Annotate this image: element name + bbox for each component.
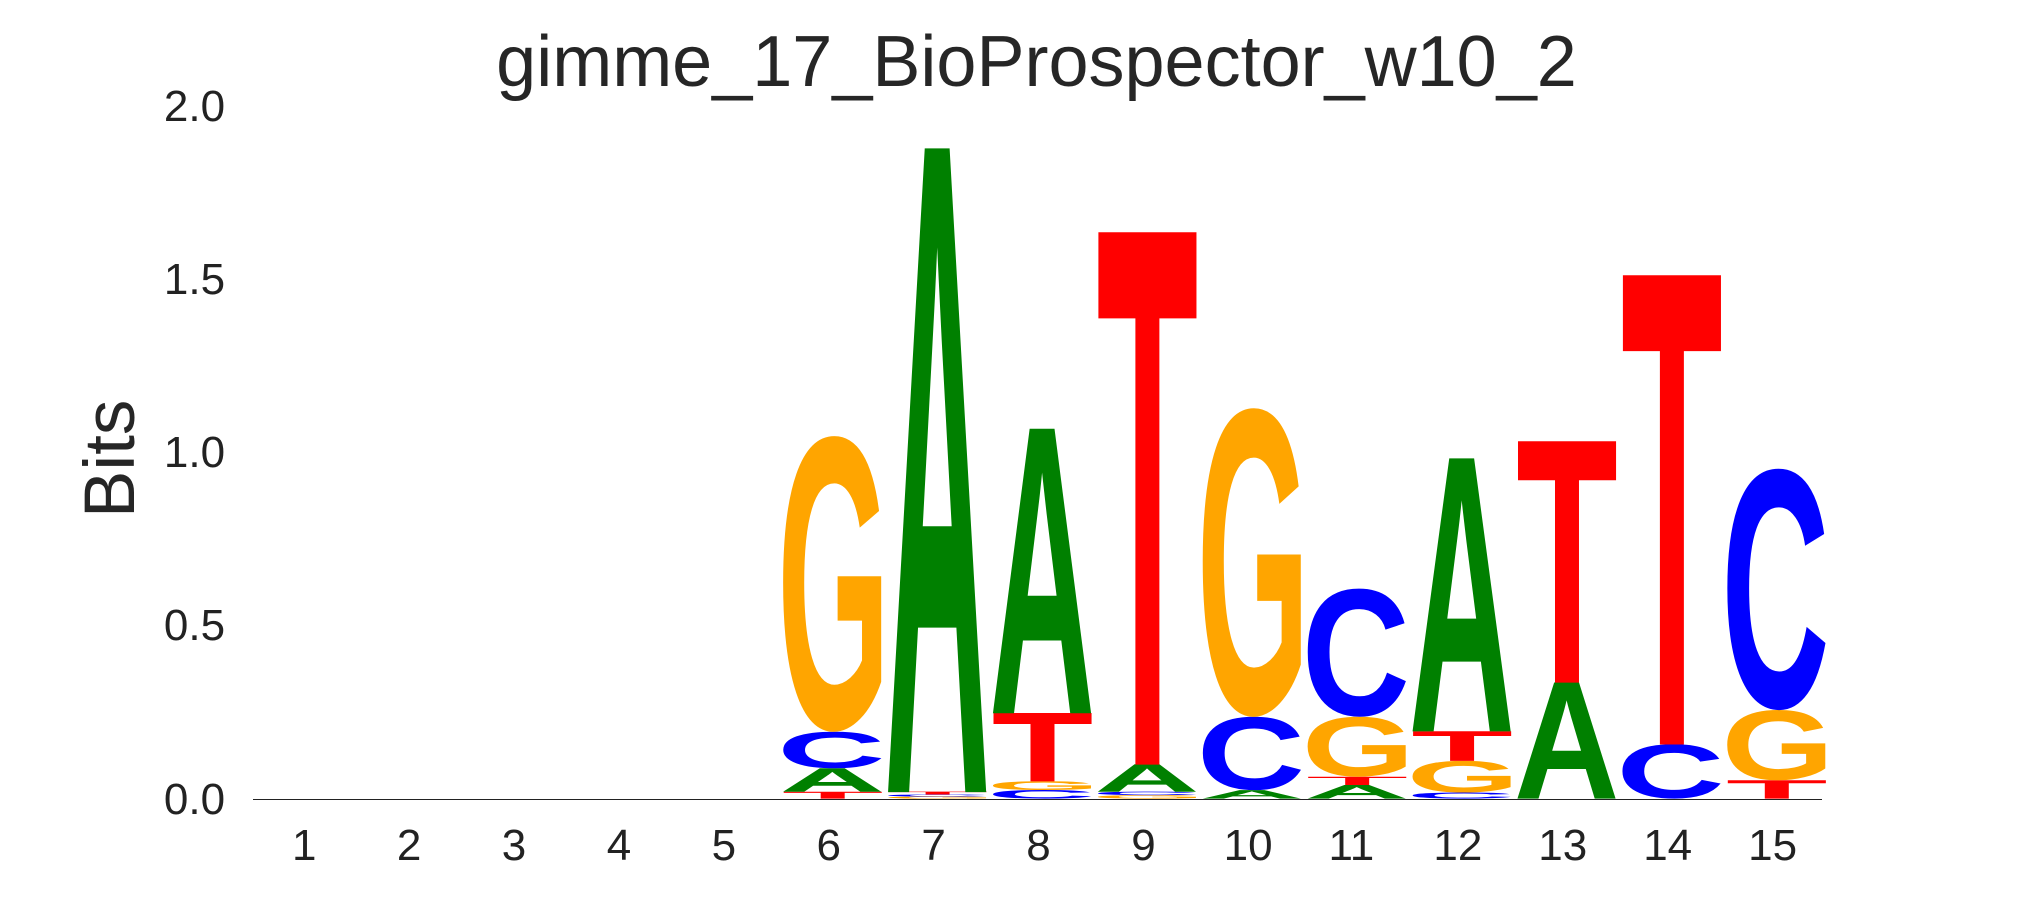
- svg-text:C: C: [1721, 399, 1829, 780]
- svg-text:T: T: [1621, 128, 1723, 891]
- svg-text:C: C: [1302, 553, 1410, 754]
- svg-text:A: A: [1409, 373, 1515, 816]
- svg-text:G: G: [777, 351, 890, 817]
- svg-text:G: G: [1197, 318, 1310, 805]
- svg-text:T: T: [1097, 64, 1199, 900]
- svg-text:T: T: [1516, 366, 1618, 758]
- svg-text:A: A: [989, 339, 1095, 802]
- svg-text:A: A: [884, 0, 990, 900]
